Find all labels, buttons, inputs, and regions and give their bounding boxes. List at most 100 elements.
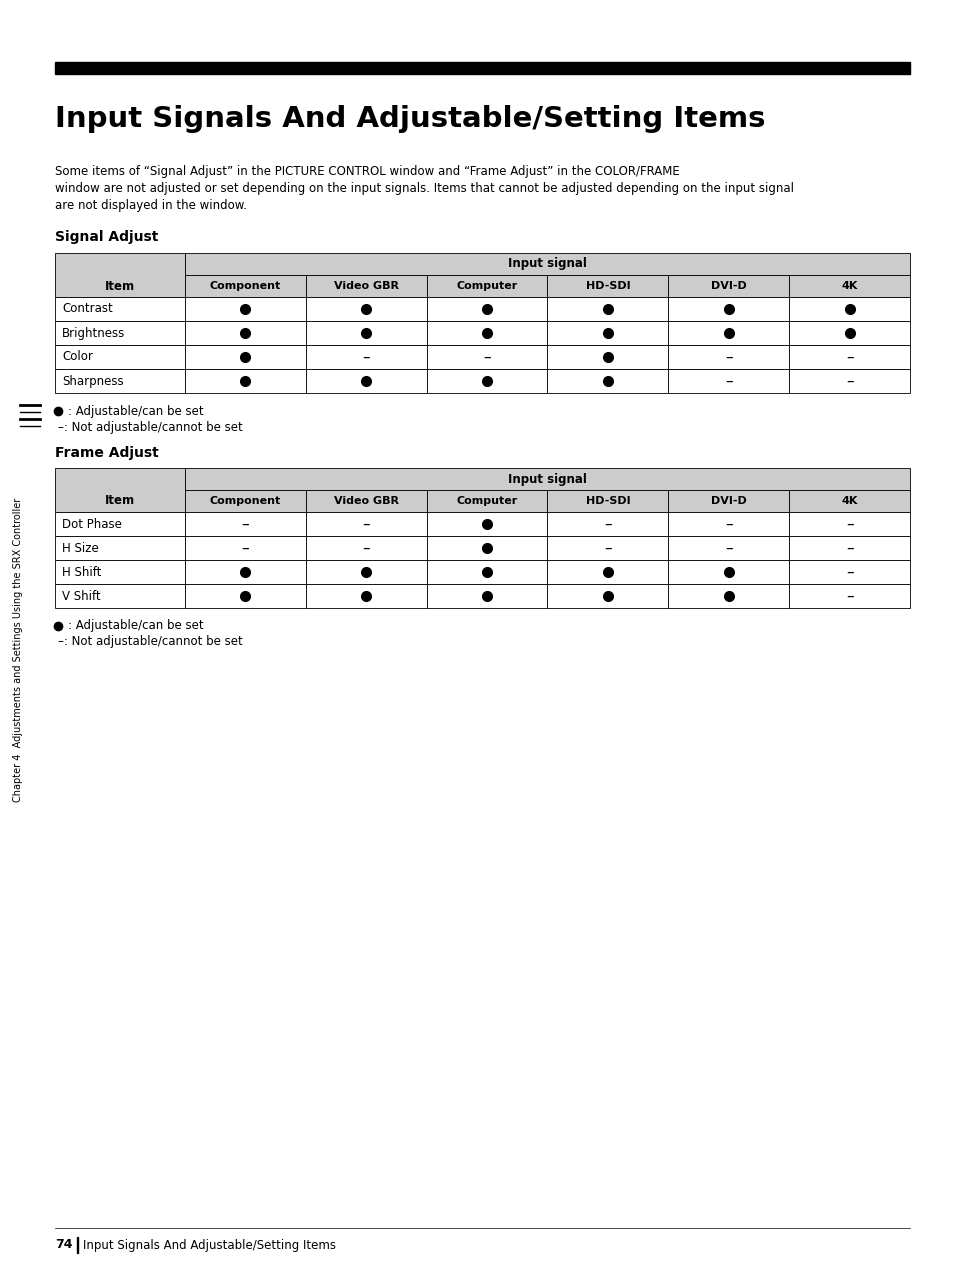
Bar [426,369,547,392]
Bar [668,297,788,321]
Bar [668,536,788,561]
Text: H Size: H Size [62,541,99,554]
Bar [788,369,909,392]
Bar [547,536,668,561]
Bar [55,297,185,321]
Text: DVI-D: DVI-D [710,282,746,290]
Bar [185,490,306,512]
Text: –: – [362,349,370,364]
Bar [55,468,185,512]
Bar [306,297,426,321]
Bar [547,297,668,321]
Text: Brightness: Brightness [62,326,125,339]
Bar [185,297,306,321]
Bar [185,512,306,536]
Text: –: – [845,589,853,604]
Text: : Adjustable/can be set: : Adjustable/can be set [68,619,203,632]
Text: Input Signals And Adjustable/Setting Items: Input Signals And Adjustable/Setting Ite… [55,104,764,132]
Bar [426,275,547,297]
Text: window are not adjusted or set depending on the input signals. Items that cannot: window are not adjusted or set depending… [55,182,793,195]
Text: –: – [362,540,370,555]
Text: HD-SDI: HD-SDI [585,282,630,290]
Text: Input signal: Input signal [508,257,586,270]
Bar [668,490,788,512]
Bar [306,275,426,297]
Bar [185,561,306,583]
Text: DVI-D: DVI-D [710,496,746,506]
Bar [55,254,185,297]
Bar [426,297,547,321]
Bar [306,490,426,512]
Text: –: Not adjustable/cannot be set: –: Not adjustable/cannot be set [58,420,242,433]
Bar [306,345,426,369]
Bar [55,583,185,608]
Bar [426,321,547,345]
Bar [426,490,547,512]
Bar [668,345,788,369]
Text: –: – [724,516,732,531]
Bar [306,561,426,583]
Text: –: – [603,540,611,555]
Bar [306,583,426,608]
Text: Video GBR: Video GBR [334,282,398,290]
Bar [668,369,788,392]
Text: –: – [845,349,853,364]
Bar [547,512,668,536]
Bar [547,369,668,392]
Bar [185,345,306,369]
Bar [788,490,909,512]
Text: Computer: Computer [456,282,517,290]
Text: Contrast: Contrast [62,302,112,316]
Text: 74: 74 [55,1238,72,1251]
Bar [55,561,185,583]
Bar [185,536,306,561]
Text: –: – [724,349,732,364]
Bar [55,536,185,561]
Bar [185,321,306,345]
Bar [668,321,788,345]
Bar [547,561,668,583]
Text: –: – [724,373,732,389]
Bar [185,369,306,392]
Bar [185,468,909,490]
Text: –: Not adjustable/cannot be set: –: Not adjustable/cannot be set [58,636,242,648]
Bar [788,512,909,536]
Bar [788,275,909,297]
Text: Some items of “Signal Adjust” in the PICTURE CONTROL window and “Frame Adjust” i: Some items of “Signal Adjust” in the PIC… [55,166,679,178]
Bar [185,583,306,608]
Bar [668,275,788,297]
Bar [788,345,909,369]
Text: –: – [845,540,853,555]
Bar [668,583,788,608]
Bar [547,275,668,297]
Text: Computer: Computer [456,496,517,506]
Text: Video GBR: Video GBR [334,496,398,506]
Bar [547,583,668,608]
Bar [426,512,547,536]
Text: Item: Item [105,494,135,507]
Bar [55,369,185,392]
Bar [185,254,909,275]
Text: 4K: 4K [841,282,857,290]
Text: Item: Item [105,279,135,293]
Bar [185,275,306,297]
Text: V Shift: V Shift [62,590,100,603]
Bar [668,512,788,536]
Bar [668,561,788,583]
Bar [788,321,909,345]
Text: H Shift: H Shift [62,566,101,578]
Bar [788,583,909,608]
Bar [426,536,547,561]
Text: Dot Phase: Dot Phase [62,517,122,530]
Text: Frame Adjust: Frame Adjust [55,446,158,460]
Text: –: – [724,540,732,555]
Text: Sharpness: Sharpness [62,375,124,387]
Text: –: – [845,516,853,531]
Text: –: – [241,540,249,555]
Text: –: – [845,373,853,389]
Bar [788,536,909,561]
Text: Signal Adjust: Signal Adjust [55,231,158,245]
Bar [306,536,426,561]
Text: –: – [845,564,853,580]
Text: are not displayed in the window.: are not displayed in the window. [55,199,247,211]
